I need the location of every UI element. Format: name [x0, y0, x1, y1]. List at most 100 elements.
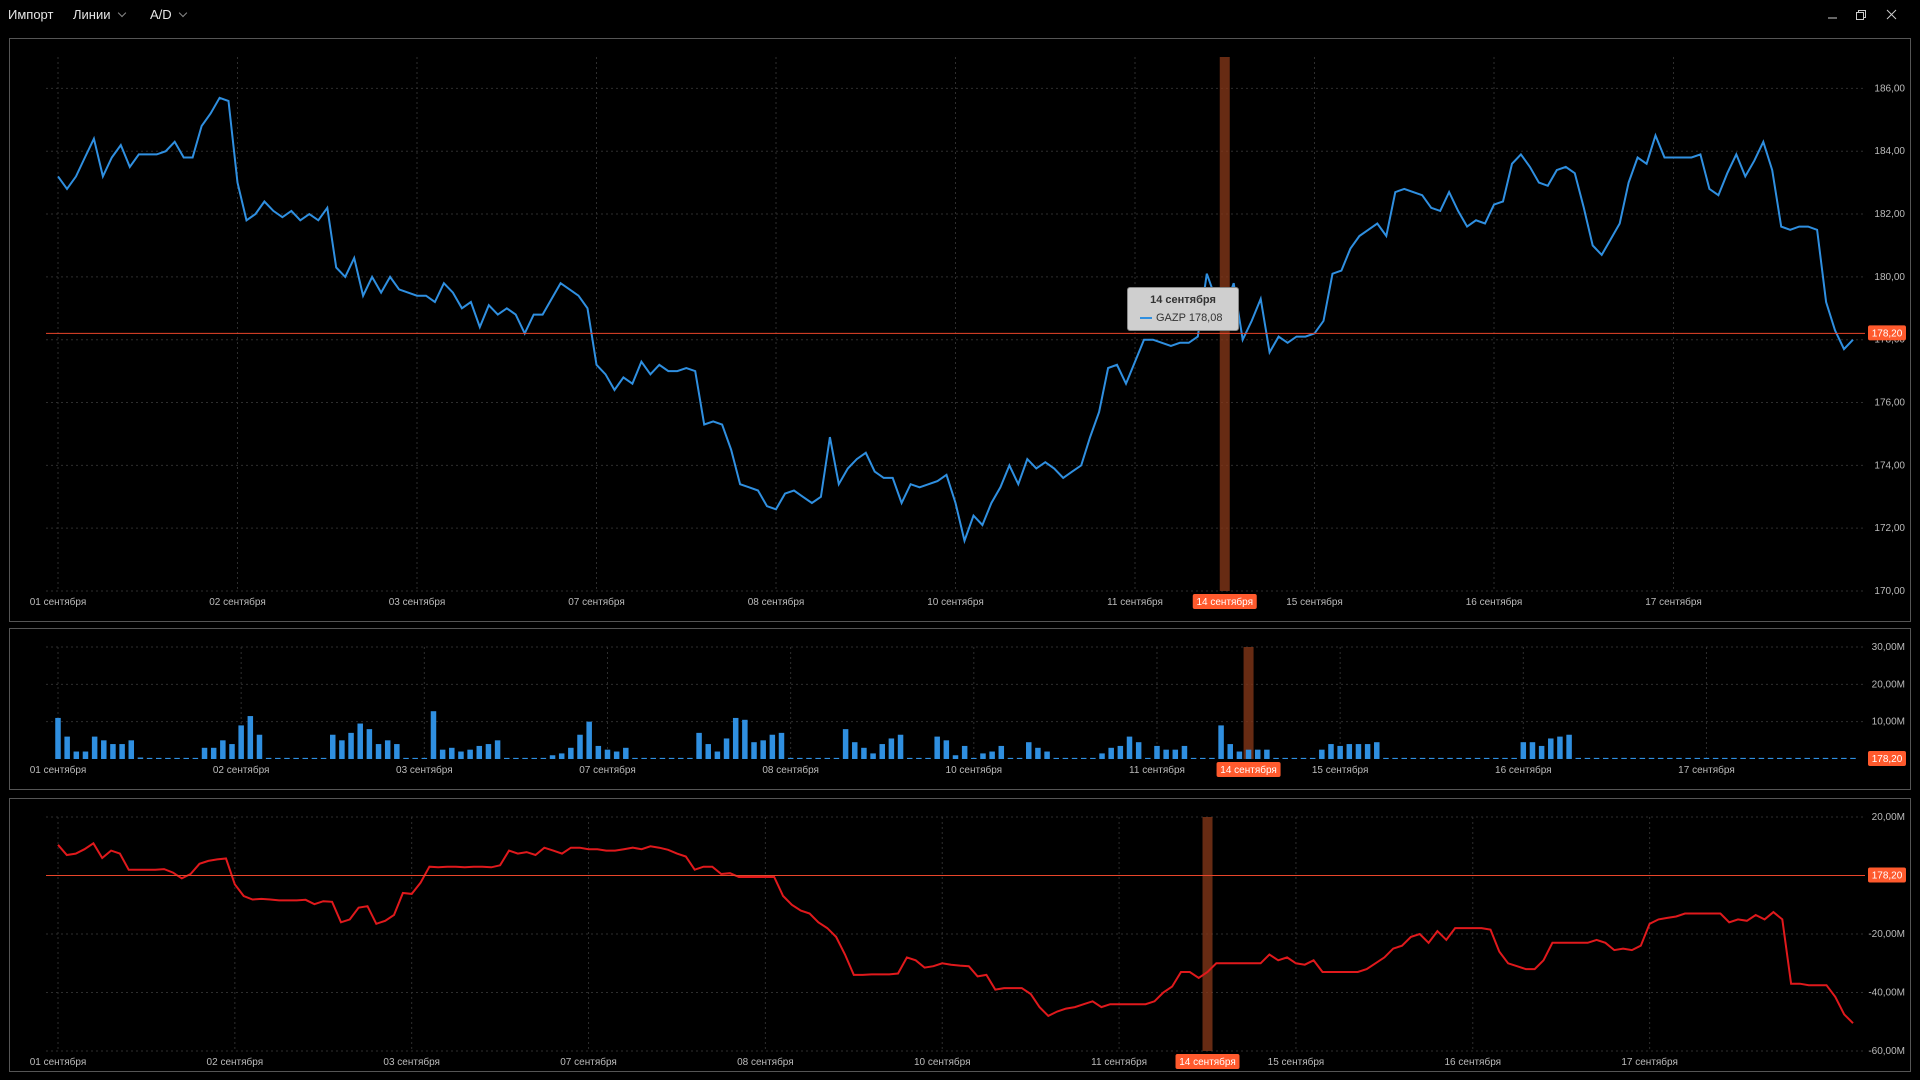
y-tick-label: 176,00: [1874, 398, 1905, 409]
y-tick-label: 30,00M: [1872, 642, 1905, 653]
volume-bar: [1740, 757, 1746, 759]
volume-bar: [421, 757, 428, 759]
y-tick-label: 170,00: [1874, 586, 1905, 597]
price-chart-panel[interactable]: 170,00172,00174,00176,00178,00180,00182,…: [9, 38, 1911, 622]
volume-bar: [1319, 749, 1325, 759]
volume-chart-panel[interactable]: 10,00M 20,00M 30,00M 01 сентября 02 сентября…: [9, 628, 1911, 790]
x-tick-label: 07 сентября: [579, 764, 636, 776]
volume-bar: [1648, 757, 1655, 759]
y-tick-label: 180,00: [1874, 272, 1905, 283]
volume-bar: [238, 725, 244, 759]
volume-bar: [1145, 757, 1151, 759]
maximize-button[interactable]: [1852, 6, 1870, 24]
x-tick-label: 15 сентября: [1312, 764, 1369, 776]
volume-bar: [1612, 757, 1618, 759]
volume-bar: [137, 757, 144, 759]
lines-dropdown-label: Линии: [73, 7, 111, 22]
volume-bar: [1795, 757, 1801, 759]
x-tick-label: 17 сентября: [1645, 596, 1702, 608]
volume-bar: [1016, 757, 1023, 759]
x-tick-label: 16 сентября: [1495, 764, 1552, 776]
volume-bar: [1273, 757, 1279, 759]
volume-bar: [1291, 757, 1298, 759]
volume-bar: [1749, 757, 1756, 759]
indicator-dropdown[interactable]: A/D: [150, 7, 187, 22]
volume-bar: [467, 749, 473, 759]
volume-bar: [1419, 757, 1426, 759]
x-tick-label: 10 сентября: [927, 596, 984, 608]
cursor-date-label: 14 сентября: [1220, 764, 1277, 776]
volume-bar: [531, 757, 537, 759]
y-tick-label: 186,00: [1874, 83, 1905, 94]
cursor-date-label-bg: [1192, 594, 1257, 609]
volume-bar: [1099, 753, 1105, 759]
volume-bar: [1841, 757, 1847, 759]
volume-bar: [311, 757, 318, 759]
volume-bar: [201, 747, 208, 759]
volume-bar: [1804, 757, 1810, 759]
volume-bar: [1831, 757, 1838, 759]
volume-bar: [1493, 757, 1499, 759]
volume-bar: [165, 757, 171, 759]
volume-bar: [613, 751, 620, 759]
ad-chart-panel[interactable]: -60,00M -40,00M -20,00M 20,00M 01 сентября 02…: [9, 798, 1911, 1072]
volume-bar: [1850, 757, 1856, 759]
price-chart[interactable]: 170,00172,00174,00176,00178,00180,00182,…: [10, 39, 1912, 623]
x-tick-label: 15 сентября: [1286, 596, 1343, 608]
volume-bar: [485, 744, 492, 759]
volume-bar: [971, 757, 977, 759]
volume-bar: [412, 757, 418, 759]
ad-chart[interactable]: -60,00M -40,00M -20,00M 20,00M 01 сентября 02…: [10, 799, 1912, 1073]
volume-bar: [1822, 757, 1829, 759]
volume-bar: [1245, 749, 1252, 759]
minimize-button[interactable]: [1824, 6, 1842, 24]
chevron-down-icon: [178, 8, 187, 18]
volume-bar: [476, 745, 483, 759]
volume-bar: [403, 757, 409, 759]
volume-bar: [110, 744, 116, 759]
volume-bar: [1685, 757, 1691, 759]
x-tick-label: 07 сентября: [568, 596, 625, 608]
volume-bar: [1776, 757, 1783, 759]
volume-bar: [220, 740, 226, 759]
cursor-band: [1202, 817, 1213, 1051]
import-menu[interactable]: Импорт: [8, 7, 54, 22]
volume-bar: [852, 742, 858, 759]
cursor-date-label: 14 сентября: [1179, 1056, 1236, 1068]
x-tick-label: 02 сентября: [213, 764, 270, 776]
volume-bar: [687, 757, 693, 759]
volume-bar: [1502, 757, 1508, 759]
x-tick-label: 17 сентября: [1678, 764, 1735, 776]
volume-bar: [275, 757, 281, 759]
volume-bar: [504, 757, 510, 759]
volume-bar: [1703, 757, 1710, 759]
volume-bar: [824, 757, 831, 759]
volume-bar: [888, 738, 895, 759]
volume-chart[interactable]: 10,00M 20,00M 30,00M 01 сентября 02 сентября…: [10, 629, 1912, 791]
volume-bar: [1401, 757, 1407, 759]
volume-bar: [1053, 757, 1059, 759]
volume-bar: [1676, 757, 1682, 759]
volume-bar: [1639, 757, 1646, 759]
x-tick-label: 10 сентября: [946, 764, 1003, 776]
volume-bar: [119, 744, 125, 759]
volume-bar: [723, 738, 730, 759]
volume-bar: [659, 757, 666, 759]
volume-bar: [549, 755, 556, 759]
volume-bar: [861, 747, 867, 759]
cursor-date-label-bg: [1175, 1054, 1240, 1069]
volume-bar: [577, 734, 583, 759]
x-tick-label: 01 сентября: [30, 596, 87, 608]
volume-bar: [1410, 757, 1417, 759]
volume-bar: [1346, 744, 1353, 759]
lines-dropdown[interactable]: Линии: [73, 7, 126, 22]
volume-bar: [1328, 744, 1334, 759]
volume-bar: [247, 716, 254, 759]
volume-bar: [329, 734, 336, 759]
close-button[interactable]: [1883, 6, 1901, 24]
volume-bar: [1135, 742, 1142, 759]
volume-bar: [210, 747, 217, 759]
volume-bar: [1264, 749, 1270, 759]
volume-bar: [1474, 757, 1481, 759]
volume-bar: [91, 736, 98, 759]
